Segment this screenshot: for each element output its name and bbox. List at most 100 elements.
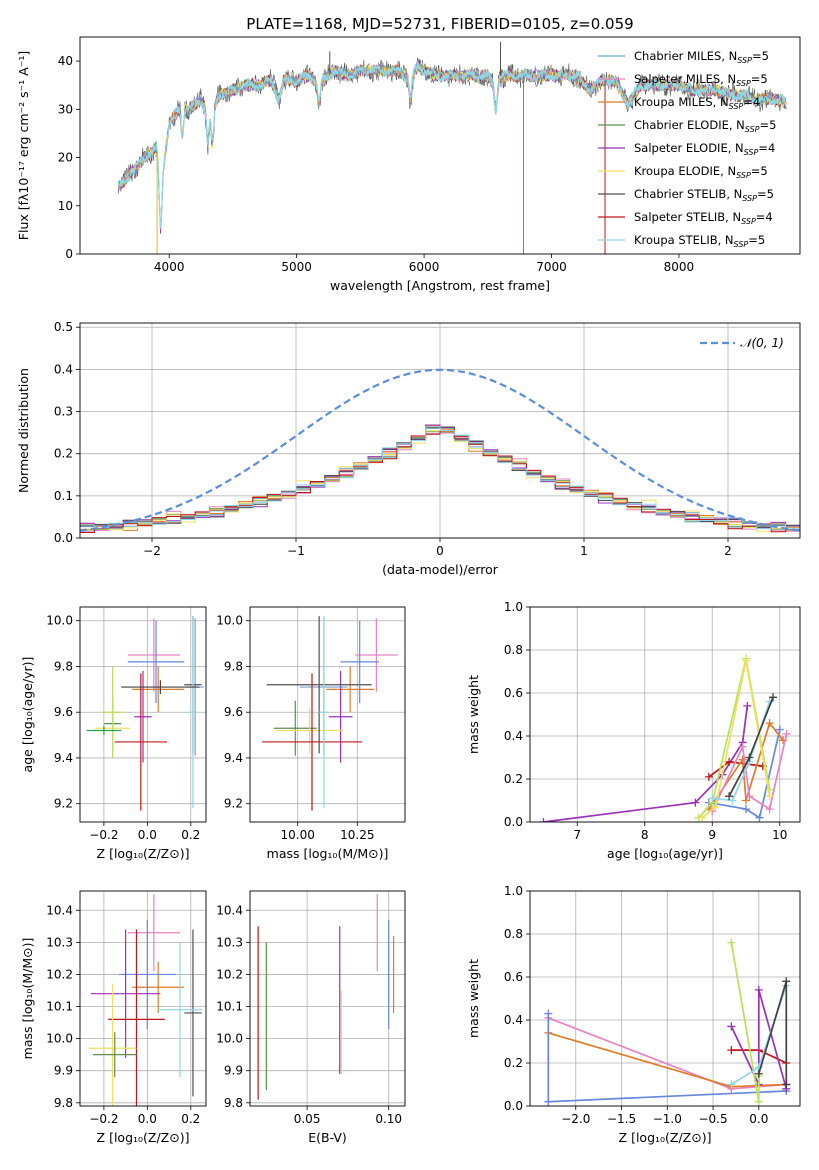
series-marker <box>725 757 734 766</box>
axes-frame <box>529 606 801 823</box>
y-tick-label: 30 <box>58 102 73 116</box>
y-tick-label: 9.6 <box>224 705 243 719</box>
series-marker <box>782 729 791 738</box>
series-marker <box>539 818 548 822</box>
y-tick-label: 10.4 <box>216 903 243 917</box>
point-model-blue <box>119 919 176 1029</box>
series-marker <box>727 1022 736 1031</box>
series-marker <box>727 938 736 947</box>
y-axis-label: age [log₁₀(age/yr)] <box>20 657 35 773</box>
series-marker <box>742 656 750 665</box>
errorbars <box>88 894 202 1106</box>
series-marker <box>698 813 707 822</box>
series-line <box>730 942 760 1102</box>
hist-kroupa-stelib <box>80 426 800 530</box>
y-tick-label: 0.4 <box>54 362 73 376</box>
y-tick-label: 0.0 <box>504 815 523 829</box>
legend-label: Salpeter MILES, NSSP=5 <box>634 72 768 88</box>
series-marker <box>708 794 717 803</box>
y-axis-label: mass weight <box>466 959 481 1038</box>
series-marker <box>743 701 752 710</box>
spectrum-kroupa-stelib <box>117 59 787 229</box>
y-tick-label: 0.2 <box>504 772 523 786</box>
legend-label: Chabrier STELIB, NSSP=5 <box>634 187 774 203</box>
series-marker <box>765 805 774 814</box>
series-marker <box>782 977 791 986</box>
x-tick-label: 8000 <box>664 260 695 274</box>
series-marker <box>725 792 734 801</box>
x-axis-label: Z [log₁₀(Z/Z⊙)] <box>97 846 190 861</box>
series-marker <box>544 1097 553 1106</box>
x-axis-label: (data-model)/error <box>382 562 499 577</box>
series-marker <box>775 725 784 734</box>
x-tick-label: 9 <box>708 828 716 842</box>
x-tick-label: 0.10 <box>375 1112 402 1126</box>
x-tick-label: 0.0 <box>138 828 157 842</box>
point-salpeter-miles <box>354 618 398 692</box>
x-tick-label: −1.0 <box>653 1112 682 1126</box>
y-tick-label: 9.4 <box>54 751 73 765</box>
axes-6: −0.2 0.0 0.2 9.8 9.9 10.0 10.1 10.2 10.3 10.4 Z [l… <box>20 890 207 1145</box>
series-marker <box>727 1046 736 1055</box>
axes-5: 7 8 9 10 0.0 0.2 0.4 0.6 0.8 1.0 age [log₁₀(age/yr… <box>466 600 801 861</box>
series-marker <box>742 796 750 805</box>
series-marker <box>544 1009 553 1018</box>
y-tick-label: 10.0 <box>46 614 73 628</box>
x-tick-label: −0.2 <box>89 1112 118 1126</box>
x-axis-label: Z [log₁₀(Z/Z⊙)] <box>97 1130 190 1145</box>
y-tick-label: 10.3 <box>216 935 243 949</box>
legend: Chabrier MILES, NSSP=5 Salpeter MILES, NS… <box>598 49 776 249</box>
plots-layer: 4000 5000 6000 7000 8000010203040wavelength … <box>16 36 801 1145</box>
x-tick-label: 0.2 <box>181 828 200 842</box>
y-tick-label: 9.9 <box>54 1064 73 1078</box>
y-tick-label: 40 <box>58 54 73 68</box>
point-salpeter-elodie <box>134 671 152 763</box>
series-line <box>757 981 788 1085</box>
y-tick-label: 9.8 <box>54 1096 73 1110</box>
point-kroupa-stelib <box>319 616 329 809</box>
y-tick-label: 1.0 <box>504 884 523 898</box>
y-tick-label: 1.0 <box>504 600 523 614</box>
spectrum-lines <box>117 41 787 254</box>
series-marker <box>754 1069 763 1078</box>
y-tick-label: 9.6 <box>54 705 73 719</box>
y-tick-label: 10.2 <box>216 967 243 981</box>
point-chabrier-elodie <box>93 1032 137 1078</box>
hist-salpeter-stelib <box>80 430 800 533</box>
series-marker <box>691 798 700 807</box>
histograms <box>80 368 800 533</box>
y-tick-label: 9.9 <box>224 1064 243 1078</box>
series-marker <box>738 755 747 764</box>
y-tick-label: 9.4 <box>224 751 243 765</box>
series-marker <box>727 1080 736 1089</box>
point-model-dark <box>121 680 200 694</box>
y-tick-label: 10.2 <box>46 967 73 981</box>
x-axis-label: Z [log₁₀(Z/Z⊙)] <box>619 1130 712 1145</box>
point-kroupa-elodie <box>88 984 137 1106</box>
y-tick-label: 9.8 <box>54 659 73 673</box>
axes-7: 0.05 0.10 9.8 9.9 10.0 10.1 10.2 10.3 10.4 E(B-V) <box>216 890 406 1145</box>
legend-label: Salpeter ELODIE, NSSP=4 <box>634 141 775 157</box>
point-salpeter-stelib <box>114 673 167 811</box>
x-tick-label: −1 <box>287 544 305 558</box>
x-tick-label: 8 <box>641 828 649 842</box>
axes-frame <box>79 890 207 1107</box>
x-tick-label: 0.0 <box>138 1112 157 1126</box>
point-chabrier-stelib <box>266 616 372 754</box>
y-tick-label: 10.1 <box>46 1000 73 1014</box>
y-tick-label: 0.4 <box>504 729 523 743</box>
y-tick-label: 20 <box>58 151 73 165</box>
axes-2: −2 −1 0 1 2 0.0 0.1 0.2 0.3 0.4 0.5 (data-model)/er… <box>16 320 801 577</box>
series-marker <box>754 1097 763 1106</box>
axes-3: −0.2 0.0 0.2 9.2 9.4 9.6 9.8 10.0 Z [log₁₀(Z/Z⊙)… <box>20 606 207 861</box>
point-kroupa-miles <box>132 666 185 713</box>
x-axis-label: wavelength [Angstrom, rest frame] <box>330 278 550 293</box>
legend-label: Kroupa ELODIE, NSSP=5 <box>634 164 768 180</box>
point-model-green <box>86 725 122 736</box>
y-tick-label: 10.1 <box>216 1000 243 1014</box>
point-kroupa-stelib <box>158 942 202 1078</box>
x-axis-label: age [log₁₀(age/yr)] <box>607 846 723 861</box>
x-tick-label: 10 <box>772 828 787 842</box>
y-tick-label: 10.3 <box>46 935 73 949</box>
